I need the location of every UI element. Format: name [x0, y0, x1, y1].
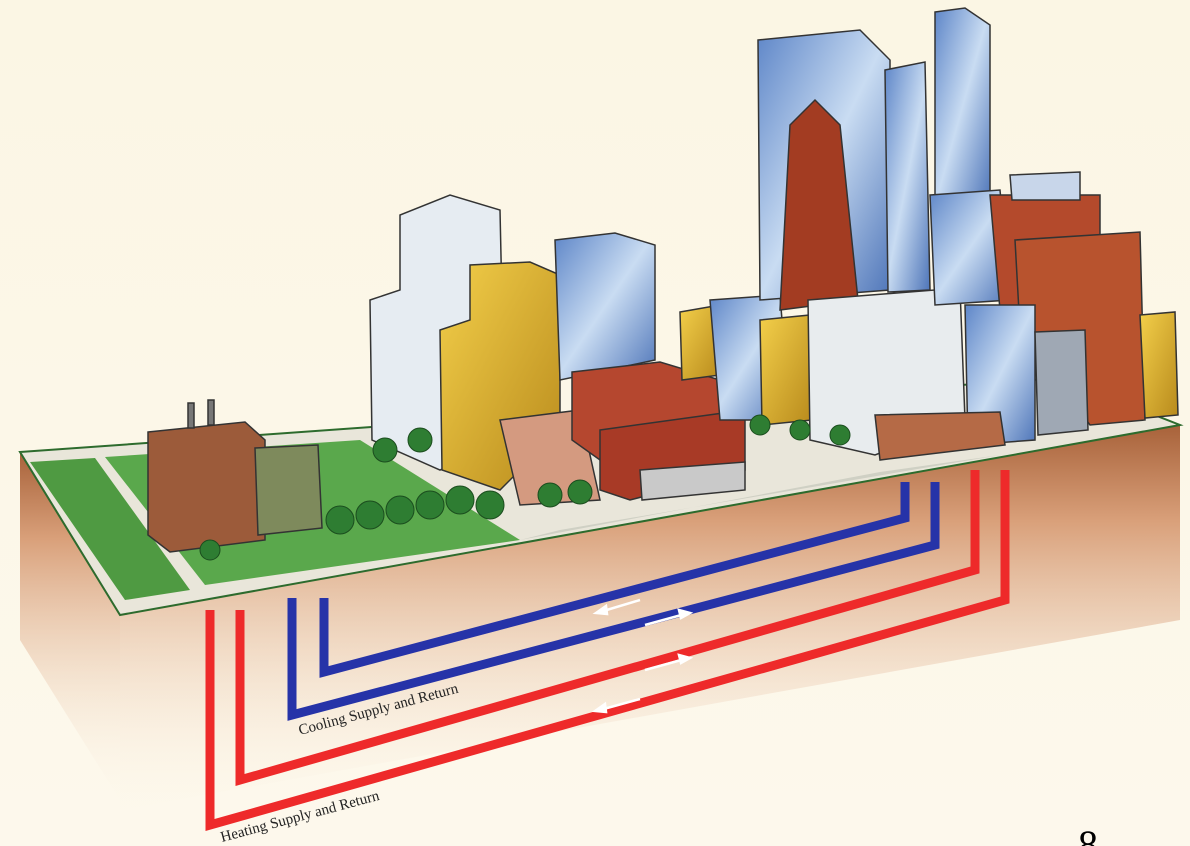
trees — [199, 414, 851, 561]
lawn — [30, 458, 190, 600]
buildings — [147, 7, 1179, 553]
flow-arrows — [591, 598, 694, 714]
heating-pipe-inner — [235, 470, 980, 786]
page-number: 8 — [1078, 822, 1098, 846]
cooling-pipe-inner — [319, 482, 910, 678]
soil-left — [20, 452, 120, 800]
cooling-pipe-outer — [287, 482, 940, 721]
heating-pipe-outer — [205, 470, 1010, 831]
